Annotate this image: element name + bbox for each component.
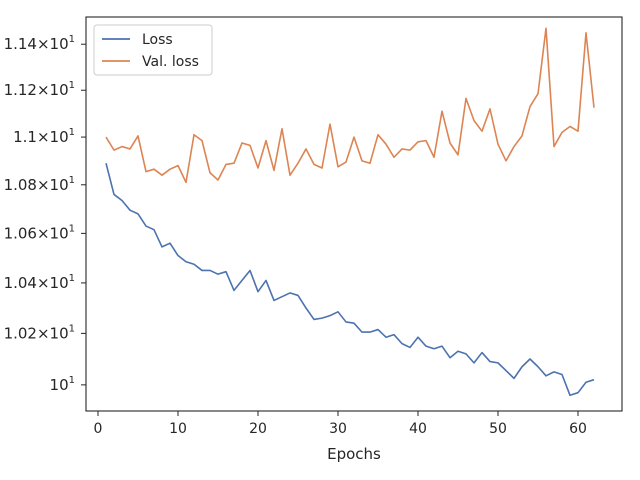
y-tick-label: 101 <box>50 375 75 394</box>
x-tick-label: 20 <box>249 421 267 437</box>
legend-box <box>93 24 213 76</box>
x-axis-title: Epochs <box>327 445 381 463</box>
x-tick-label: 10 <box>169 421 187 437</box>
x-tick-label: 0 <box>94 421 103 437</box>
series-line-2 <box>105 27 595 184</box>
y-tick-label: 1.06×101 <box>4 223 75 242</box>
x-tick-label: 50 <box>489 421 507 437</box>
y-tick-label: 1.04×101 <box>4 273 75 292</box>
y-tick-label: 1.14×101 <box>4 34 75 53</box>
y-tick-label: 1.12×101 <box>4 80 75 99</box>
y-tick-label: 1.08×101 <box>4 175 75 194</box>
x-tick-label: 30 <box>329 421 347 437</box>
y-axis: 101 1.02×101 1.04×101 1.06×101 1.08×101 1.1×1… <box>4 34 86 394</box>
x-tick-label: 60 <box>569 421 587 437</box>
series-layer <box>105 27 595 397</box>
y-tick-label: 1.1×101 <box>13 127 75 146</box>
legend-label-1: Loss <box>142 32 173 48</box>
plot-area <box>85 16 623 412</box>
y-tick-label: 1.02×101 <box>4 323 75 342</box>
legend-label-2: Val. loss <box>142 54 199 70</box>
x-tick-label: 40 <box>409 421 427 437</box>
series-line-1 <box>105 163 595 397</box>
x-axis: 0 10 20 30 40 50 60 <box>94 411 587 437</box>
legend: Loss Val. loss <box>93 24 213 76</box>
